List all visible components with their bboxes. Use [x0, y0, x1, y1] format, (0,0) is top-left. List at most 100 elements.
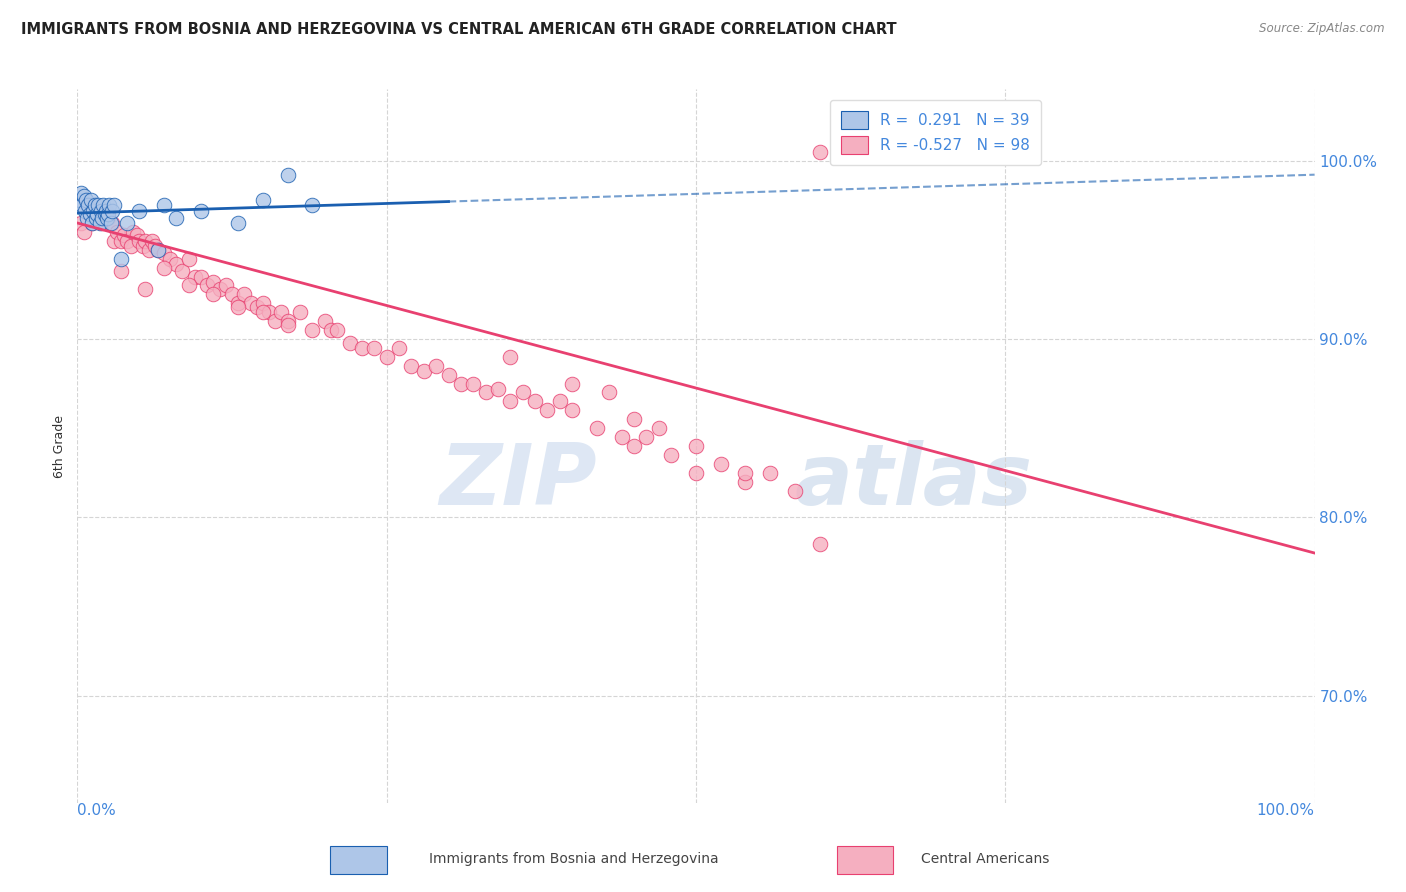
Point [75, 193, 97, 207]
Point [586, 421, 609, 435]
Point [97, 207, 120, 221]
Point [734, 475, 756, 489]
Point [69, 193, 91, 207]
Point [76, 198, 98, 212]
Point [128, 234, 150, 248]
Point [90, 203, 112, 218]
Point [783, 483, 806, 498]
Point [202, 275, 225, 289]
Point [83, 198, 105, 212]
Point [76, 211, 98, 225]
Point [277, 314, 299, 328]
Point [141, 234, 163, 248]
Point [79, 207, 101, 221]
Point [72, 189, 94, 203]
Point [89, 216, 111, 230]
Point [91, 216, 114, 230]
Point [120, 239, 142, 253]
Point [190, 269, 212, 284]
Y-axis label: 6th Grade: 6th Grade [52, 415, 66, 477]
Point [486, 382, 509, 396]
Text: 0.0%: 0.0% [77, 803, 117, 818]
Point [91, 211, 114, 225]
Point [659, 448, 682, 462]
Text: IMMIGRANTS FROM BOSNIA AND HERZEGOVINA VS CENTRAL AMERICAN 6TH GRADE CORRELATION: IMMIGRANTS FROM BOSNIA AND HERZEGOVINA V… [21, 22, 897, 37]
Text: Immigrants from Bosnia and Herzegovina: Immigrants from Bosnia and Herzegovina [429, 852, 718, 866]
Text: 100.0%: 100.0% [1257, 803, 1315, 818]
Point [246, 300, 269, 314]
Point [499, 394, 522, 409]
Point [86, 207, 108, 221]
Point [115, 234, 138, 248]
Point [339, 335, 361, 350]
Point [375, 350, 398, 364]
Point [463, 376, 485, 391]
Point [226, 300, 249, 314]
Point [100, 216, 122, 230]
Text: Central Americans: Central Americans [921, 852, 1049, 866]
Point [72, 225, 94, 239]
Point [524, 394, 547, 409]
Point [101, 203, 124, 218]
Point [710, 457, 733, 471]
Point [153, 260, 176, 275]
Point [132, 239, 155, 253]
Point [87, 198, 110, 212]
Point [80, 193, 103, 207]
Point [134, 282, 156, 296]
Point [425, 359, 447, 373]
Point [97, 211, 120, 225]
Point [153, 246, 176, 260]
Point [143, 239, 166, 253]
Point [77, 198, 100, 212]
Point [734, 466, 756, 480]
Point [128, 203, 150, 218]
Point [226, 216, 249, 230]
Point [146, 243, 169, 257]
Point [685, 466, 707, 480]
Point [561, 376, 583, 391]
Point [215, 278, 238, 293]
Point [101, 216, 124, 230]
Point [512, 385, 534, 400]
Point [91, 198, 114, 212]
Point [103, 198, 125, 212]
Legend: R =  0.291   N = 39, R = -0.527   N = 98: R = 0.291 N = 39, R = -0.527 N = 98 [830, 101, 1040, 165]
Point [350, 341, 373, 355]
Point [759, 466, 782, 480]
Point [84, 203, 107, 218]
Point [190, 203, 212, 218]
Point [115, 216, 138, 230]
Point [94, 207, 117, 221]
Point [598, 385, 620, 400]
Point [636, 430, 658, 444]
Point [319, 323, 342, 337]
Point [122, 225, 145, 239]
Point [326, 323, 349, 337]
Point [165, 211, 187, 225]
Point [257, 305, 280, 319]
Point [314, 314, 336, 328]
Point [474, 385, 496, 400]
Point [177, 252, 200, 266]
Point [165, 257, 187, 271]
Point [648, 421, 671, 435]
Point [499, 350, 522, 364]
Point [172, 264, 194, 278]
Point [301, 198, 323, 212]
Point [685, 439, 707, 453]
Point [103, 234, 125, 248]
Point [159, 252, 181, 266]
Point [110, 252, 132, 266]
Point [808, 537, 831, 551]
Point [536, 403, 558, 417]
Point [548, 394, 571, 409]
Point [623, 412, 645, 426]
Point [388, 341, 411, 355]
Text: Source: ZipAtlas.com: Source: ZipAtlas.com [1260, 22, 1385, 36]
Point [264, 314, 287, 328]
Text: atlas: atlas [794, 440, 1033, 524]
Point [277, 168, 299, 182]
Point [202, 287, 225, 301]
Point [226, 296, 249, 310]
